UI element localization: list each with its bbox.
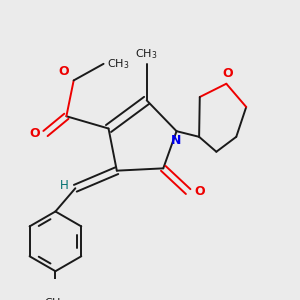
- Text: H: H: [60, 179, 69, 192]
- Text: O: O: [223, 67, 233, 80]
- Text: CH$_3$: CH$_3$: [107, 57, 129, 71]
- Text: O: O: [194, 185, 205, 198]
- Text: O: O: [58, 65, 69, 78]
- Text: N: N: [171, 134, 182, 147]
- Text: CH$_3$: CH$_3$: [44, 296, 67, 300]
- Text: O: O: [29, 127, 40, 140]
- Text: CH$_3$: CH$_3$: [135, 47, 158, 61]
